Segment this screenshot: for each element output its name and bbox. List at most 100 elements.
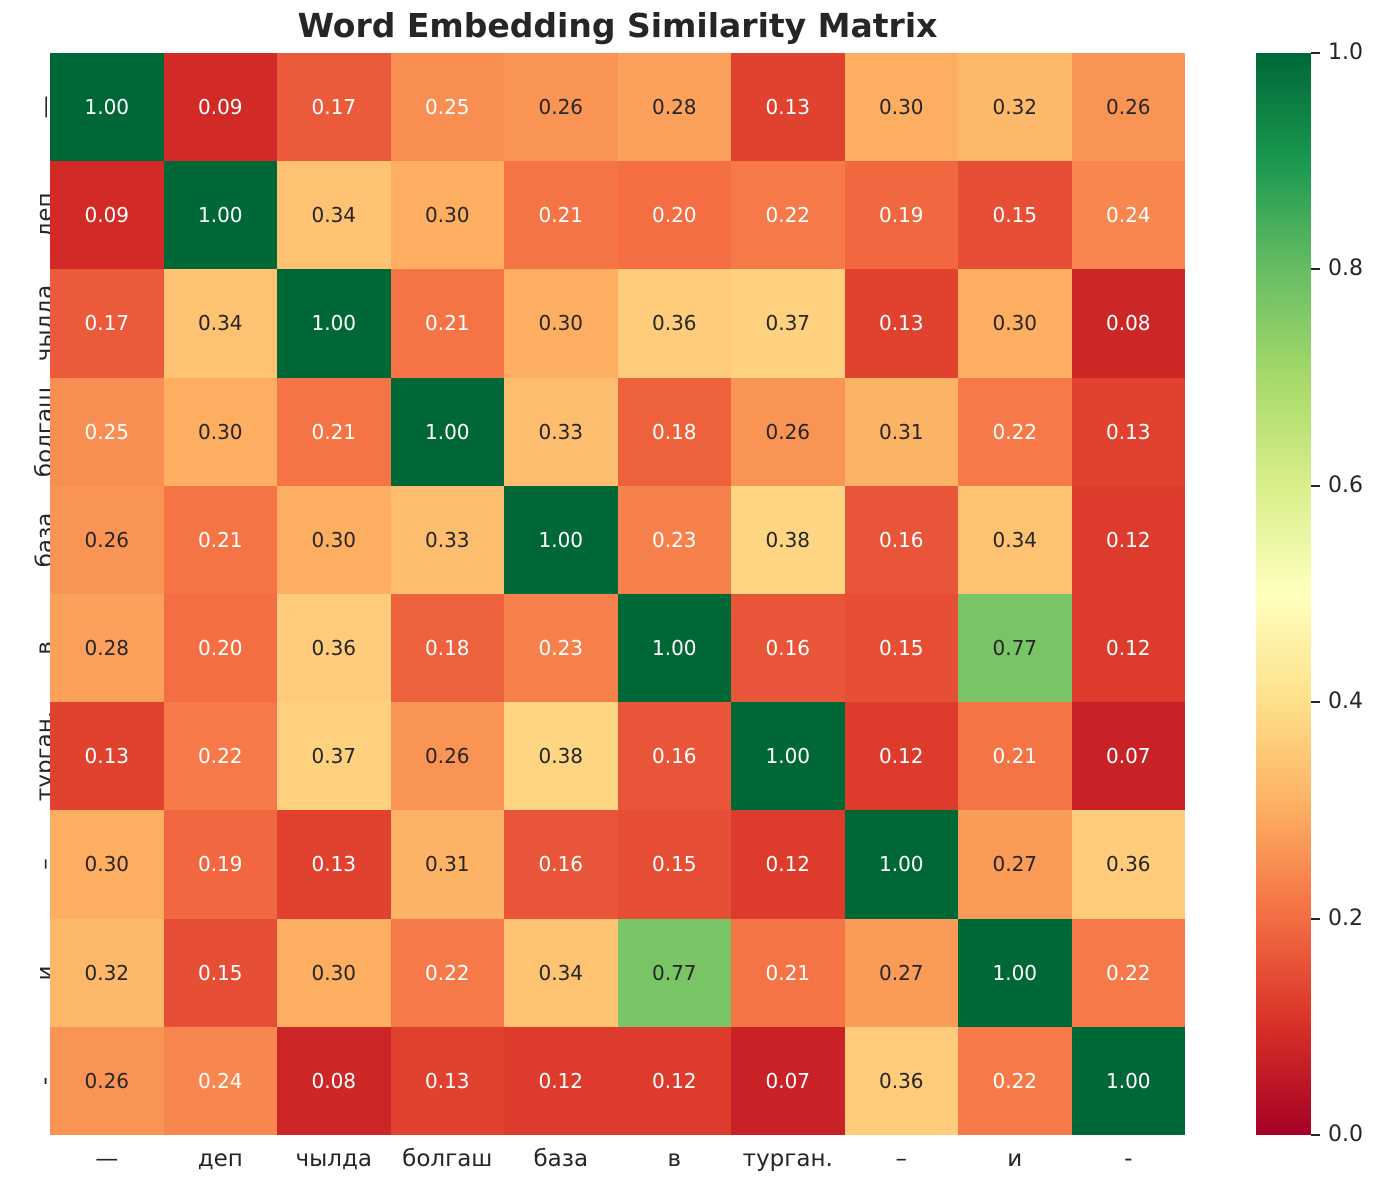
heatmap-cell: 0.12 bbox=[731, 810, 845, 919]
heatmap-cell: 0.28 bbox=[50, 593, 164, 703]
heatmap-cell: 0.26 bbox=[50, 485, 164, 594]
heatmap-cell: 0.13 bbox=[1071, 377, 1185, 486]
heatmap-cell: 0.22 bbox=[1071, 918, 1185, 1027]
heatmap-cell: 0.19 bbox=[844, 161, 958, 270]
heatmap-cell: 0.36 bbox=[617, 269, 731, 378]
heatmap-cell: 0.18 bbox=[390, 593, 504, 703]
colorbar-tick-label: 0.2 bbox=[1328, 905, 1363, 931]
heatmap-cell: 1.00 bbox=[958, 918, 1072, 1027]
heatmap-cell: 0.15 bbox=[163, 918, 277, 1027]
heatmap-cell: 1.00 bbox=[163, 161, 277, 270]
heatmap-cell: 1.00 bbox=[844, 810, 958, 919]
heatmap-cell: 0.21 bbox=[390, 269, 504, 378]
heatmap-cell: 0.33 bbox=[390, 485, 504, 594]
heatmap-cell: 0.21 bbox=[277, 377, 391, 486]
colorbar-tick-mark bbox=[1311, 1134, 1320, 1136]
heatmap-cell: 0.09 bbox=[50, 161, 164, 270]
colorbar-tick-label: 0.8 bbox=[1328, 256, 1363, 282]
heatmap-cell: 0.38 bbox=[504, 702, 618, 811]
heatmap-cell: 0.32 bbox=[958, 53, 1072, 162]
heatmap-cell: 0.34 bbox=[163, 269, 277, 378]
heatmap-cell: 0.12 bbox=[1071, 593, 1185, 703]
heatmap-cell: 0.34 bbox=[277, 161, 391, 270]
heatmap-cell: 0.07 bbox=[1071, 702, 1185, 811]
colorbar-tick-mark bbox=[1311, 52, 1320, 54]
heatmap-cell: 0.13 bbox=[731, 53, 845, 162]
chart-title: Word Embedding Similarity Matrix bbox=[297, 6, 938, 45]
heatmap-cell: 0.28 bbox=[617, 53, 731, 162]
heatmap-cell: 0.27 bbox=[958, 810, 1072, 919]
heatmap-cell: 0.16 bbox=[617, 702, 731, 811]
heatmap-cell: 0.31 bbox=[390, 810, 504, 919]
heatmap-cell: 0.12 bbox=[1071, 485, 1185, 594]
heatmap-cell: 0.21 bbox=[163, 485, 277, 594]
heatmap-cell: 1.00 bbox=[277, 269, 391, 378]
heatmap-cell: 1.00 bbox=[390, 377, 504, 486]
x-tick-label: – bbox=[895, 1146, 908, 1172]
y-axis-tick-labels: — деп чылда болгаш база в турган. – и - bbox=[0, 53, 58, 1135]
heatmap-cell: 0.31 bbox=[844, 377, 958, 486]
heatmap-cell: 0.24 bbox=[1071, 161, 1185, 270]
x-axis-tick-labels: — деп чылда болгаш база в турган. – и - bbox=[50, 1135, 1185, 1186]
heatmap-cell: 0.13 bbox=[277, 810, 391, 919]
heatmap-cell: 0.19 bbox=[163, 810, 277, 919]
heatmap-cell: 0.30 bbox=[844, 53, 958, 162]
heatmap-cell: 0.25 bbox=[390, 53, 504, 162]
x-tick-label: - bbox=[1124, 1146, 1133, 1172]
heatmap-cell: 0.21 bbox=[504, 161, 618, 270]
heatmap-cell: 0.16 bbox=[731, 593, 845, 703]
heatmap-cell: 0.37 bbox=[731, 269, 845, 378]
heatmap-cell: 0.08 bbox=[1071, 269, 1185, 378]
heatmap-cell: 0.16 bbox=[844, 485, 958, 594]
heatmap-cell: 0.22 bbox=[731, 161, 845, 270]
colorbar-tick-label: 0.0 bbox=[1328, 1122, 1363, 1147]
heatmap-cell: 0.32 bbox=[50, 918, 164, 1027]
heatmap-cell: 0.22 bbox=[958, 377, 1072, 486]
colorbar-tick-label: 1.0 bbox=[1328, 40, 1363, 65]
heatmap-cell: 0.77 bbox=[617, 918, 731, 1027]
colorbar-tick-mark bbox=[1311, 917, 1320, 920]
heatmap-cell: 0.07 bbox=[731, 1026, 845, 1135]
x-tick-label: в bbox=[667, 1146, 682, 1172]
heatmap-cell: 0.16 bbox=[504, 810, 618, 919]
x-tick-label: турган. bbox=[742, 1146, 833, 1172]
heatmap-cell: 0.26 bbox=[731, 377, 845, 486]
heatmap-cell: 0.08 bbox=[277, 1026, 391, 1135]
colorbar-tick-label: 0.6 bbox=[1328, 472, 1363, 498]
heatmap-cell: 0.21 bbox=[958, 702, 1072, 811]
heatmap-cell: 0.30 bbox=[504, 269, 618, 378]
heatmap-cell: 0.30 bbox=[958, 269, 1072, 378]
colorbar-gradient bbox=[1256, 53, 1311, 1135]
heatmap-cell: 0.30 bbox=[277, 485, 391, 594]
x-tick-label: болгаш bbox=[402, 1146, 493, 1172]
x-tick-label: и bbox=[1007, 1146, 1023, 1172]
heatmap-cell: 0.20 bbox=[617, 161, 731, 270]
heatmap-cell: 0.13 bbox=[50, 702, 164, 811]
colorbar-tick-label: 0.4 bbox=[1328, 689, 1363, 715]
heatmap-cell: 0.12 bbox=[617, 1026, 731, 1135]
heatmap-cell: 0.33 bbox=[504, 377, 618, 486]
heatmap-cell: 0.27 bbox=[844, 918, 958, 1027]
heatmap-cell: 0.36 bbox=[277, 593, 391, 703]
heatmap-cell: 0.26 bbox=[50, 1026, 164, 1135]
heatmap-cell: 0.26 bbox=[504, 53, 618, 162]
heatmap-cell: 1.00 bbox=[617, 593, 731, 703]
heatmap-cell: 1.00 bbox=[1071, 1026, 1185, 1135]
heatmap-cell: 0.36 bbox=[844, 1026, 958, 1135]
heatmap-cell: 0.22 bbox=[958, 1026, 1072, 1135]
heatmap-cell: 0.26 bbox=[390, 702, 504, 811]
heatmap-cell: 0.21 bbox=[731, 918, 845, 1027]
x-tick-label: база bbox=[533, 1146, 589, 1172]
colorbar-tick-mark bbox=[1311, 268, 1320, 271]
x-tick-label: чылда bbox=[295, 1146, 372, 1172]
heatmap-cell: 0.34 bbox=[958, 485, 1072, 594]
heatmap-cell: 0.30 bbox=[390, 161, 504, 270]
heatmap-grid: 1.00 0.09 0.17 0.25 0.26 0.28 0.13 0.30 0.32 0.26… bbox=[50, 53, 1185, 1135]
heatmap-cell: 0.36 bbox=[1071, 810, 1185, 919]
heatmap-cell: 1.00 bbox=[504, 485, 618, 594]
heatmap-cell: 1.00 bbox=[731, 702, 845, 811]
heatmap-cell: 0.38 bbox=[731, 485, 845, 594]
x-tick-label: — bbox=[95, 1146, 119, 1172]
heatmap-cell: 0.30 bbox=[50, 810, 164, 919]
heatmap-cell: 0.20 bbox=[163, 593, 277, 703]
